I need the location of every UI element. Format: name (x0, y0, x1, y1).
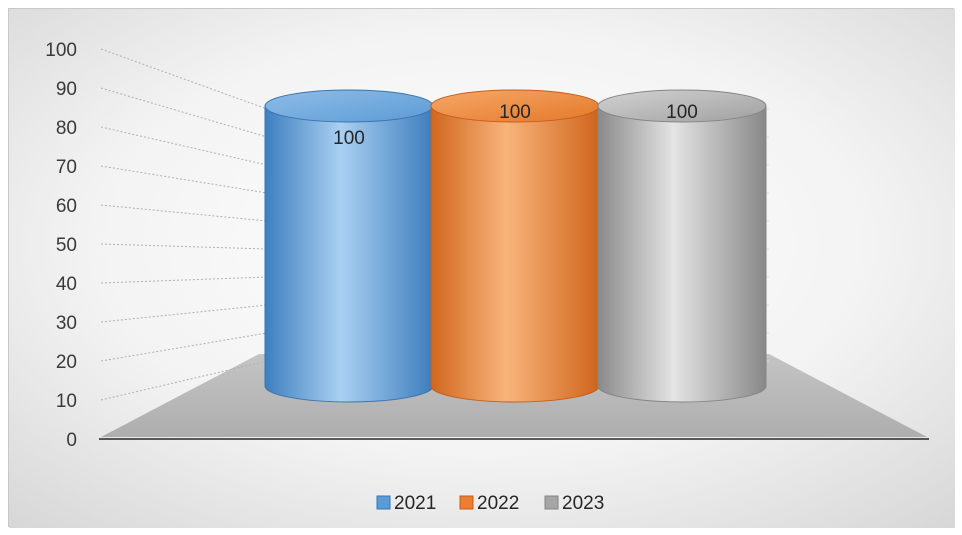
legend-label: 2023 (562, 493, 604, 514)
gridline (100, 165, 268, 194)
cylinder-top (597, 89, 767, 123)
data-label: 100 (499, 102, 531, 123)
y-tick-label: 90 (56, 79, 77, 100)
y-tick-label: 10 (56, 391, 77, 412)
cylinder-bars (264, 89, 767, 403)
cylinder-top (264, 89, 434, 123)
data-labels: 100 100 100 (333, 102, 698, 149)
legend-swatch (376, 495, 391, 510)
gridline (100, 126, 268, 166)
cylinder-body (430, 105, 600, 403)
gridlines (100, 48, 769, 401)
legend-swatch (544, 495, 559, 510)
gridline (100, 87, 268, 138)
gridline (100, 48, 268, 110)
legend: 2021 2022 2023 (376, 493, 604, 514)
legend-item-2021: 2021 (376, 493, 436, 514)
gridline (100, 360, 268, 401)
y-tick-label: 100 (45, 40, 77, 61)
cylinder-bar-2021 (264, 89, 434, 403)
cylinder-bar-2022 (430, 89, 600, 403)
legend-swatch (459, 495, 474, 510)
y-tick-label: 80 (56, 118, 77, 139)
y-tick-label: 20 (56, 352, 77, 373)
y-tick-label: 60 (56, 196, 77, 217)
legend-item-2022: 2022 (459, 493, 519, 514)
y-tick-label: 0 (66, 430, 77, 451)
y-tick-label: 40 (56, 274, 77, 295)
y-axis-tick-labels: 0 10 20 30 40 50 60 70 80 90 100 (45, 40, 77, 451)
gridline (100, 332, 268, 362)
y-tick-label: 70 (56, 157, 77, 178)
chart-frame: 0 10 20 30 40 50 60 70 80 90 100 100 100 100 2021 202… (8, 8, 955, 528)
legend-label: 2021 (394, 493, 436, 514)
data-label: 100 (333, 128, 365, 149)
cylinder-bar-2023 (597, 89, 767, 403)
legend-label: 2022 (477, 493, 519, 514)
y-tick-label: 50 (56, 235, 77, 256)
y-tick-label: 30 (56, 313, 77, 334)
cylinder-body (264, 105, 434, 403)
data-label: 100 (666, 102, 698, 123)
legend-item-2023: 2023 (544, 493, 604, 514)
cylinder-body (597, 105, 767, 403)
